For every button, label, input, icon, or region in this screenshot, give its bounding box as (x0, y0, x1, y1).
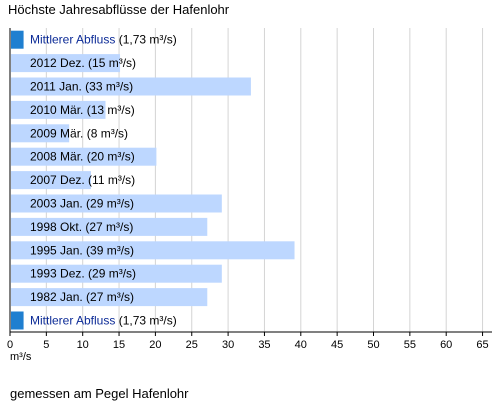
bar (11, 171, 91, 190)
bar (11, 194, 222, 213)
x-tick-label: 50 (367, 339, 379, 351)
mean-flow-top-link[interactable]: Mittlerer Abfluss (30, 33, 115, 47)
bar-label: 1995 Jan. (39 m³/s) (30, 243, 134, 257)
bar-label: 2009 Mär. (8 m³/s) (30, 126, 128, 140)
bar (11, 288, 208, 307)
bar-label: 2012 Dez. (15 m³/s) (30, 56, 136, 70)
bar-label: 2008 Mär. (20 m³/s) (30, 150, 135, 164)
bar-label: 2003 Jan. (29 m³/s) (30, 197, 134, 211)
x-tick-label: 40 (295, 339, 307, 351)
x-tick-label: 35 (258, 339, 270, 351)
x-tick-label: 55 (404, 339, 416, 351)
mean-flow-top-value: (1,73 m³/s) (115, 33, 176, 47)
x-tick-label: 45 (331, 339, 343, 351)
bar-label: 2010 Mär. (13 m³/s) (30, 103, 135, 117)
footer-note: gemessen am Pegel Hafenlohr (10, 386, 189, 401)
bar-label: 1998 Okt. (27 m³/s) (30, 220, 133, 234)
bar (11, 217, 208, 236)
bar (11, 54, 121, 73)
mean-flow-top-label: Mittlerer Abfluss (1,73 m³/s) (30, 33, 177, 47)
mean-flow-top-bar (11, 30, 24, 49)
x-axis-unit-label: m³/s (10, 351, 32, 363)
x-tick-label: 0 (7, 339, 13, 351)
bar (11, 124, 70, 143)
chart-title: Höchste Jahresabflüsse der Hafenlohr (8, 2, 230, 17)
x-tick-label: 20 (149, 339, 161, 351)
mean-flow-bottom-label: Mittlerer Abfluss (1,73 m³/s) (30, 314, 177, 328)
bar (11, 77, 251, 96)
bar (11, 100, 106, 119)
bar (11, 241, 295, 260)
x-tick-label: 65 (476, 339, 488, 351)
x-tick-label: 60 (440, 339, 452, 351)
bar-label: 2011 Jan. (33 m³/s) (30, 80, 133, 94)
x-tick-label: 15 (113, 339, 125, 351)
x-tick-label: 30 (222, 339, 234, 351)
x-tick-label: 10 (77, 339, 89, 351)
bar (11, 264, 222, 283)
mean-flow-bottom-value: (1,73 m³/s) (115, 314, 176, 328)
bar-label: 1993 Dez. (29 m³/s) (30, 267, 136, 281)
x-tick-label: 25 (186, 339, 198, 351)
bar-labels: Mittlerer Abfluss (1,73 m³/s) 2012 Dez. (… (30, 33, 177, 328)
bar-label: 2007 Dez. (11 m³/s) (30, 173, 135, 187)
x-axis: 0 5 10 15 20 25 30 35 40 45 50 55 60 65 m³/s (7, 28, 492, 363)
bar-label: 1982 Jan. (27 m³/s) (30, 290, 134, 304)
bar (11, 147, 157, 166)
mean-flow-bottom-link[interactable]: Mittlerer Abfluss (30, 314, 115, 328)
x-tick-label: 5 (43, 339, 49, 351)
bars (11, 30, 295, 330)
mean-flow-bottom-bar (11, 311, 24, 330)
